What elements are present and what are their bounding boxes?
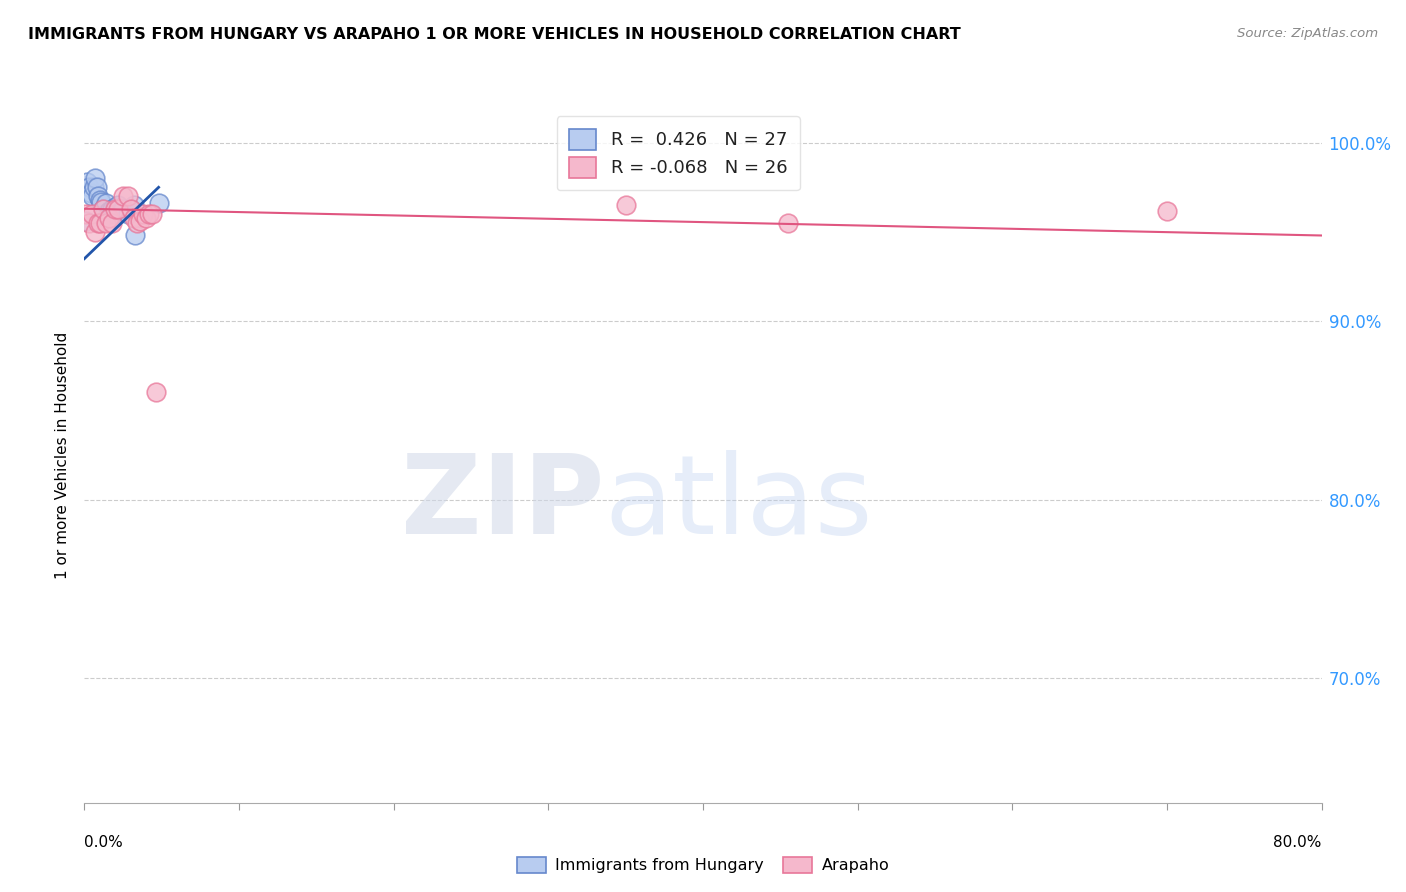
Point	[84, 225, 107, 239]
Point	[104, 202, 127, 216]
Point	[90, 194, 112, 209]
Point	[77, 216, 100, 230]
Point	[1156, 203, 1178, 218]
Text: 80.0%: 80.0%	[1274, 835, 1322, 850]
Point	[89, 216, 111, 230]
Point	[75, 207, 97, 221]
Point	[107, 198, 129, 212]
Point	[82, 207, 104, 221]
Point	[124, 228, 146, 243]
Point	[97, 207, 120, 221]
Point	[79, 186, 101, 200]
Point	[112, 189, 135, 203]
Point	[148, 196, 170, 211]
Point	[135, 211, 157, 225]
Point	[83, 180, 105, 194]
Point	[91, 202, 114, 216]
Point	[120, 202, 142, 216]
Point	[107, 202, 129, 216]
Point	[122, 211, 145, 225]
Point	[76, 175, 98, 189]
Point	[93, 207, 115, 221]
Point	[120, 202, 142, 216]
Text: Source: ZipAtlas.com: Source: ZipAtlas.com	[1237, 27, 1378, 40]
Point	[122, 198, 145, 212]
Text: IMMIGRANTS FROM HUNGARY VS ARAPAHO 1 OR MORE VEHICLES IN HOUSEHOLD CORRELATION C: IMMIGRANTS FROM HUNGARY VS ARAPAHO 1 OR …	[28, 27, 960, 42]
Point	[98, 211, 121, 225]
Point	[129, 214, 152, 228]
Point	[75, 214, 97, 228]
Point	[94, 216, 117, 230]
Point	[87, 189, 110, 203]
Y-axis label: 1 or more Vehicles in Household: 1 or more Vehicles in Household	[55, 331, 70, 579]
Point	[101, 202, 124, 216]
Point	[614, 198, 637, 212]
Point	[104, 200, 127, 214]
Text: atlas: atlas	[605, 450, 873, 558]
Point	[82, 189, 104, 203]
Point	[117, 189, 139, 203]
Point	[117, 207, 139, 221]
Point	[89, 193, 111, 207]
Point	[778, 216, 800, 230]
Text: ZIP: ZIP	[401, 450, 605, 558]
Point	[98, 203, 121, 218]
Point	[132, 207, 155, 221]
Point	[125, 216, 148, 230]
Point	[138, 207, 160, 221]
Point	[110, 203, 132, 218]
Point	[103, 207, 125, 221]
Point	[101, 216, 124, 230]
Point	[112, 202, 135, 216]
Point	[145, 385, 167, 400]
Legend: R =  0.426   N = 27, R = -0.068   N = 26: R = 0.426 N = 27, R = -0.068 N = 26	[557, 116, 800, 190]
Point	[86, 180, 108, 194]
Point	[77, 180, 100, 194]
Point	[94, 196, 117, 211]
Text: 0.0%: 0.0%	[84, 835, 124, 850]
Point	[87, 216, 110, 230]
Legend: Immigrants from Hungary, Arapaho: Immigrants from Hungary, Arapaho	[510, 850, 896, 880]
Point	[91, 202, 114, 216]
Point	[84, 171, 107, 186]
Point	[141, 207, 163, 221]
